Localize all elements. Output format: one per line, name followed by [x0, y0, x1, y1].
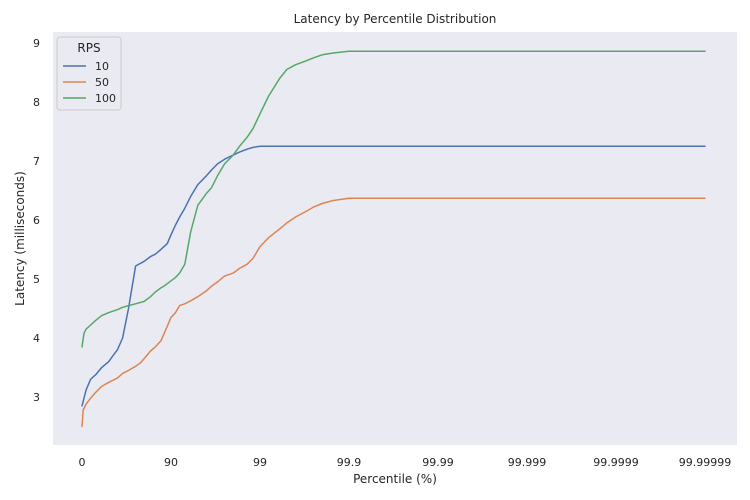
- x-axis: 0 90 99 99.9 99.99 99.999 99.9999 99.99999: [79, 456, 732, 469]
- x-tick-label: 0: [79, 456, 86, 469]
- x-tick-label: 99.99999: [679, 456, 732, 469]
- chart-title: Latency by Percentile Distribution: [294, 12, 497, 26]
- legend-box: [56, 36, 122, 111]
- y-tick-label: 3: [33, 391, 40, 404]
- y-tick-label: 5: [33, 273, 40, 286]
- x-tick-label: 99.999: [508, 456, 547, 469]
- y-tick-label: 6: [33, 214, 40, 227]
- y-tick-label: 7: [33, 155, 40, 168]
- series-line-50: [81, 197, 706, 428]
- legend-title: RPS: [77, 41, 100, 55]
- legend-label-100: 100: [95, 92, 116, 105]
- x-tick-label: 90: [164, 456, 178, 469]
- y-tick-label: 9: [33, 37, 40, 50]
- series-line-100: [81, 50, 706, 348]
- x-tick-label: 99.99: [422, 456, 454, 469]
- legend: RPS 10 50 100: [56, 36, 122, 111]
- x-tick-label: 99: [253, 456, 267, 469]
- y-tick-label: 8: [33, 96, 40, 109]
- legend-label-50: 50: [95, 76, 109, 89]
- y-tick-label: 4: [33, 332, 40, 345]
- y-axis-label: Latency (milliseconds): [13, 171, 27, 306]
- x-tick-label: 99.9999: [593, 456, 639, 469]
- legend-entries: 10 50 100: [63, 60, 116, 105]
- x-tick-label: 99.9: [337, 456, 362, 469]
- legend-label-10: 10: [95, 60, 109, 73]
- series-line-10: [81, 145, 706, 407]
- x-axis-label: Percentile (%): [353, 472, 437, 486]
- y-axis: 3 4 5 6 7 8 9: [33, 37, 40, 404]
- series-lines: [81, 50, 706, 428]
- plot-area: [53, 32, 737, 445]
